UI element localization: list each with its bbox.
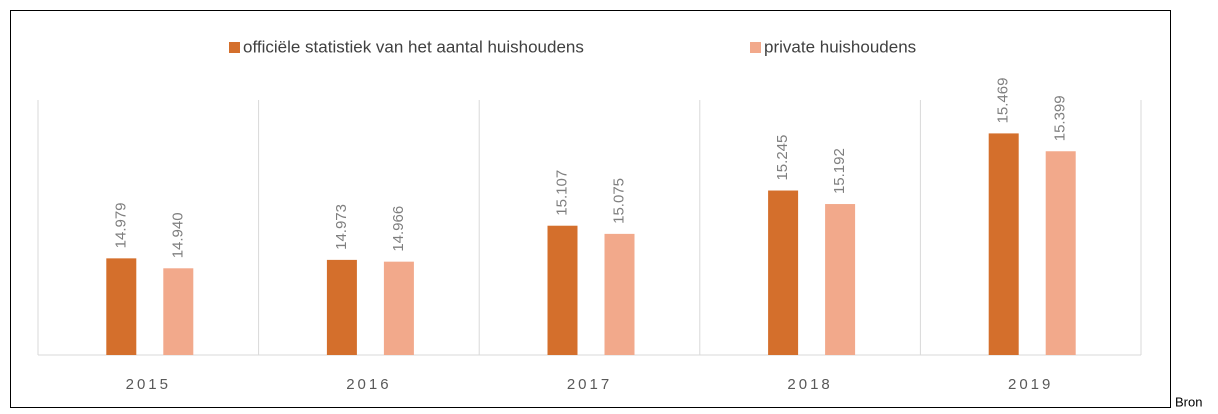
legend-swatch: [750, 42, 761, 53]
data-label: 14.979: [112, 202, 129, 248]
chart-border: [10, 10, 1171, 408]
bar: [768, 190, 799, 355]
bar: [106, 258, 137, 355]
data-label: 14.940: [169, 212, 186, 258]
x-tick-label: 2019: [1008, 376, 1053, 393]
data-label: 15.469: [995, 78, 1012, 124]
legend-label: private huishoudens: [764, 37, 916, 56]
bar: [326, 259, 357, 355]
x-tick-label: 2016: [346, 376, 391, 393]
bar: [825, 204, 856, 355]
data-label: 15.107: [553, 170, 570, 216]
legend-label: officiële statistiek van het aantal huis…: [243, 37, 584, 56]
source-label: Bron: [1175, 394, 1202, 409]
bar: [547, 225, 578, 355]
bar: [604, 233, 635, 355]
legend-swatch: [229, 42, 240, 53]
x-tick-label: 2018: [787, 376, 832, 393]
data-label: 15.399: [1052, 95, 1069, 141]
bar: [1045, 151, 1076, 355]
data-label: 15.245: [774, 135, 791, 181]
data-label: 15.075: [610, 178, 627, 224]
data-label: 14.966: [390, 206, 407, 252]
data-label: 15.192: [831, 148, 848, 194]
bar: [163, 268, 194, 355]
x-tick-label: 2015: [126, 376, 171, 393]
bar: [988, 133, 1019, 355]
bar: [383, 261, 414, 355]
x-tick-label: 2017: [567, 376, 612, 393]
data-label: 14.973: [333, 204, 350, 250]
